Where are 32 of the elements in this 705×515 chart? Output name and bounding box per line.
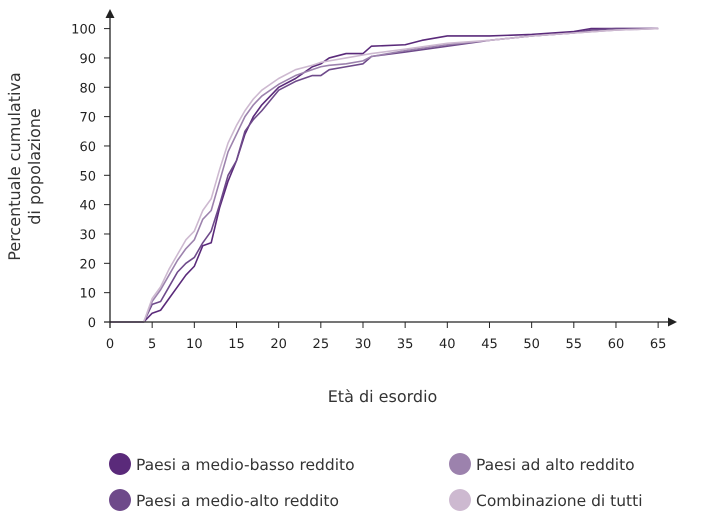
x-tick-label: 35 [396,337,414,352]
x-tick-label: 55 [566,337,582,352]
x-tick-label: 25 [312,337,330,352]
x-tick-label: 5 [148,337,156,352]
line-series [109,28,659,323]
y-tick-label: 40 [79,198,96,214]
x-axis-title: Età di esordio [328,387,438,406]
x-tick-label: 40 [439,337,456,352]
legend-label: Paesi ad alto reddito [476,456,635,474]
x-tick-label: 60 [608,337,624,352]
y-tick-label: 30 [79,228,96,243]
legend-label: Paesi a medio-alto reddito [136,492,339,510]
y-axis-title: Percentuale cumulativa di popolazione [5,72,44,261]
legend-label: Combinazione di tutti [476,492,643,510]
legend-label: Paesi a medio-basso reddito [136,456,355,474]
x-tick-label: 50 [523,337,540,352]
x-tick-label: 45 [481,337,498,352]
y-tick-label: 20 [79,257,96,272]
y-tick-label: 100 [71,22,96,38]
x-tick-label: 10 [186,337,203,352]
x-tick-label: 20 [270,337,287,352]
y-tick-label: 0 [88,316,96,331]
y-tick-label: 60 [79,140,96,155]
y-tick-label: 80 [79,81,96,96]
y-tick-label: 10 [79,286,96,302]
y-tick-label: 70 [79,110,96,126]
y-tick-label: 50 [79,169,96,184]
x-tick-label: 15 [228,337,245,352]
x-tick-label: 30 [354,337,372,352]
y-tick-label: 90 [79,52,96,67]
x-tick-label: 65 [650,337,666,352]
x-tick-label: 0 [106,337,114,352]
